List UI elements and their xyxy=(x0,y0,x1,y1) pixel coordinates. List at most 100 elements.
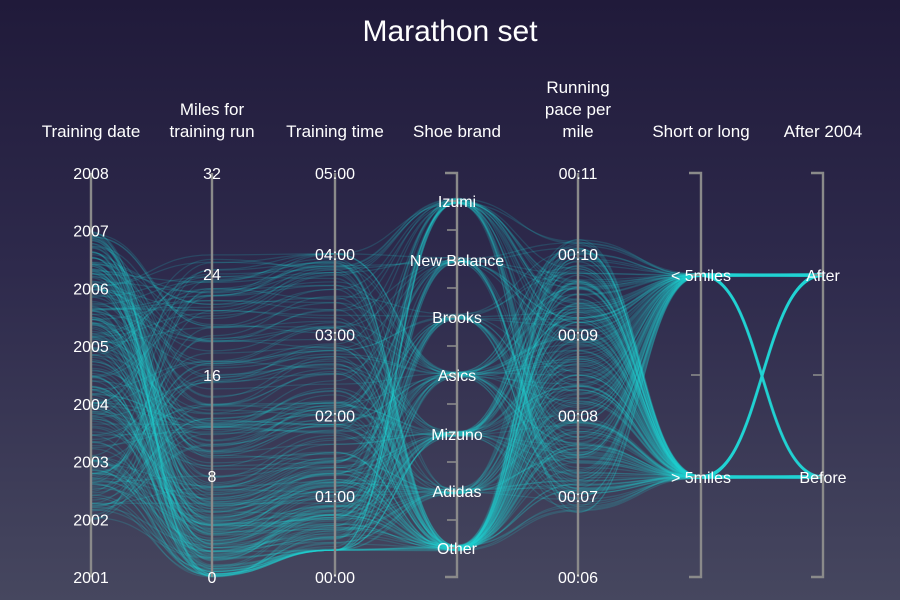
axis-label-pace: Running xyxy=(546,78,609,97)
axis-date: Training date 2001 2002 2003 2004 2005 2006 200… xyxy=(42,122,141,587)
tick-label: 03:00 xyxy=(315,328,355,345)
axis-label-pace: pace per xyxy=(545,100,611,119)
axes: Training date 2001 2002 2003 2004 2005 2006 200… xyxy=(42,78,863,587)
flow-line xyxy=(90,262,824,566)
tick-label: 8 xyxy=(208,469,217,486)
axis-label-time: Training time xyxy=(286,122,384,141)
tick-label: 24 xyxy=(203,267,221,284)
category-label: After xyxy=(806,268,840,285)
tick-label: 00:08 xyxy=(558,408,598,425)
tick-label: 00:07 xyxy=(558,489,598,506)
chart-title: Marathon set xyxy=(362,15,538,48)
summary-ribbon xyxy=(699,273,825,479)
flow-line xyxy=(90,273,824,578)
tick-label: 00:11 xyxy=(559,166,598,183)
flow-line xyxy=(90,201,824,576)
tick-label: 32 xyxy=(203,166,221,183)
flow-line xyxy=(90,275,824,569)
flow-line xyxy=(90,273,824,567)
axis-shoe: Shoe brand Other Adidas Mizuno Asics Brooks Ne… xyxy=(410,122,504,579)
axis-pace: Running pace per mile 00:06 00:07 00:08 00:09 0… xyxy=(545,78,611,587)
flow-line xyxy=(90,274,824,536)
flow-line xyxy=(90,260,824,531)
tick-label: 2005 xyxy=(73,339,109,356)
flow-line xyxy=(90,273,824,547)
tick-label: 00:10 xyxy=(558,247,598,264)
flow-line xyxy=(90,320,824,547)
flow-line xyxy=(90,240,824,550)
flow-line xyxy=(90,344,824,494)
tick-label: 2002 xyxy=(73,512,109,529)
flow-line xyxy=(90,256,824,575)
axis-label-length: Short or long xyxy=(652,122,749,141)
flow-line xyxy=(90,273,824,562)
tick-label: 2006 xyxy=(73,281,109,298)
tick-label: 2008 xyxy=(73,166,109,183)
category-label: > 5miles xyxy=(671,470,731,487)
category-label: < 5miles xyxy=(671,268,731,285)
category-label: Before xyxy=(799,470,846,487)
tick-label: 00:06 xyxy=(558,570,598,587)
flow-line xyxy=(90,259,824,546)
flow-line xyxy=(90,339,824,549)
flow-line xyxy=(90,248,824,552)
flow-line xyxy=(90,274,824,559)
axis-label-shoe: Shoe brand xyxy=(413,122,501,141)
flow-line xyxy=(90,270,824,519)
axis-era: After 2004 Before After xyxy=(784,122,862,579)
flow-line xyxy=(90,239,824,548)
flow-line xyxy=(90,198,824,573)
axis-label-era: After 2004 xyxy=(784,122,862,141)
category-label: Mizuno xyxy=(431,427,483,444)
flow-line xyxy=(90,363,824,548)
axis-label-miles: Miles for xyxy=(180,100,245,119)
tick-label: 2001 xyxy=(73,570,109,587)
flow-line xyxy=(90,274,824,549)
axis-label-pace: mile xyxy=(562,122,593,141)
category-label: Asics xyxy=(438,368,476,385)
flow-line xyxy=(90,274,824,545)
flow-line xyxy=(90,269,824,560)
flow-line xyxy=(90,362,824,551)
flow-line xyxy=(90,273,824,570)
flow-line xyxy=(90,243,824,478)
category-label: New Balance xyxy=(410,253,504,270)
tick-label: 01:00 xyxy=(315,489,355,506)
tick-label: 00:00 xyxy=(315,570,355,587)
flow-line xyxy=(90,274,824,522)
tick-label: 04:00 xyxy=(315,247,355,264)
flow-line xyxy=(90,201,824,561)
tick-label: 05:00 xyxy=(315,166,355,183)
category-label: Other xyxy=(437,541,478,558)
tick-label: 2007 xyxy=(73,224,109,241)
flow-line xyxy=(90,235,824,553)
flow-line xyxy=(90,250,824,578)
flow-line xyxy=(90,374,824,550)
category-label: Izumi xyxy=(438,194,476,211)
flow-line xyxy=(90,265,824,575)
flow-line xyxy=(90,272,824,520)
category-label: Adidas xyxy=(433,484,482,501)
tick-label: 2004 xyxy=(73,397,109,414)
tick-label: 2003 xyxy=(73,455,109,472)
tick-label: 0 xyxy=(208,570,217,587)
tick-label: 16 xyxy=(203,368,221,385)
axis-time: Training time 00:00 01:00 02:00 03:00 04:00 05… xyxy=(286,122,384,587)
flow-line xyxy=(90,284,824,479)
flow-line xyxy=(90,261,824,528)
axis-label-date: Training date xyxy=(42,122,141,141)
axis-label-miles: training run xyxy=(169,122,254,141)
flow-line xyxy=(90,258,824,575)
flow-line xyxy=(90,273,824,558)
flow-line xyxy=(90,251,824,577)
flow-line xyxy=(90,201,824,526)
tick-label: 02:00 xyxy=(315,408,355,425)
axis-length: Short or long > 5miles < 5miles xyxy=(652,122,750,579)
flow-line xyxy=(90,198,824,568)
flow-line xyxy=(90,239,824,555)
category-label: Brooks xyxy=(432,310,482,327)
axis-miles: Miles for training run 0 8 16 24 32 xyxy=(169,100,254,587)
tick-label: 00:09 xyxy=(558,328,598,345)
flow-line xyxy=(90,202,824,542)
